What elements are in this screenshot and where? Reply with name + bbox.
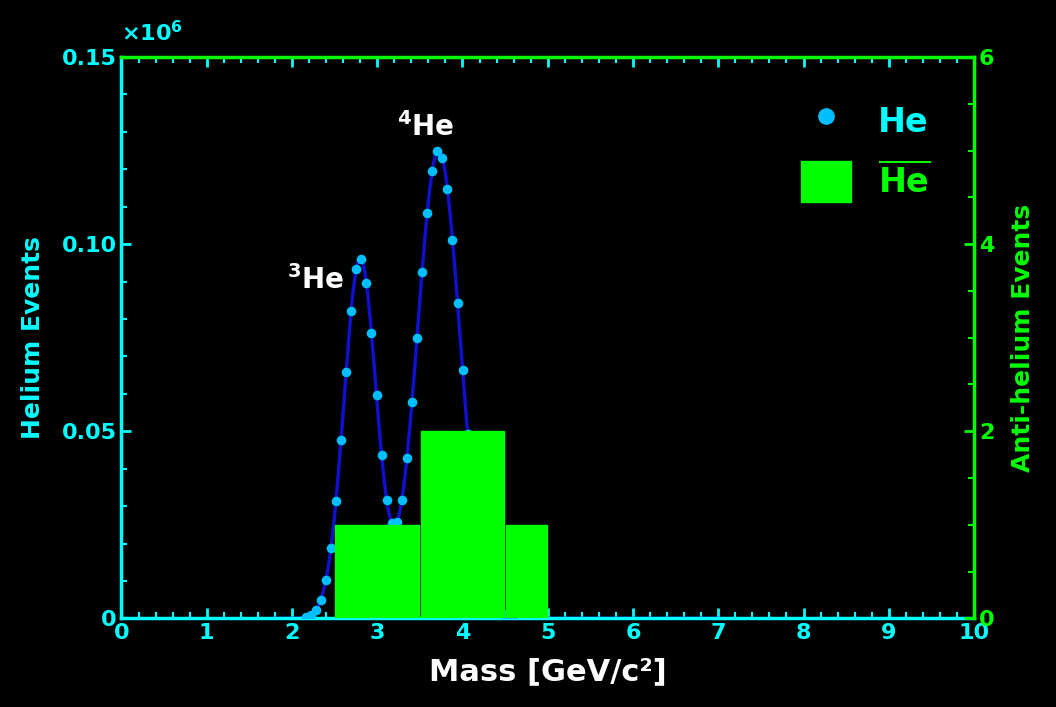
Point [429,146,446,157]
Y-axis label: Helium Events: Helium Events [21,236,44,439]
Point [485,595,502,606]
Point [444,234,460,245]
Point [347,264,364,275]
Point [327,495,344,506]
Point [373,450,390,461]
Y-axis label: Anti-helium Events: Anti-helium Events [1012,204,1035,472]
Point [394,494,411,506]
Point [297,612,314,623]
Point [479,580,496,592]
Bar [420,431,461,619]
Point [439,183,456,194]
Point [358,277,375,288]
Point [363,327,380,339]
Point [369,390,385,401]
Point [343,305,360,316]
Point [423,165,440,177]
Point [409,332,426,344]
Point [353,254,370,265]
Bar [378,525,419,619]
Point [419,208,436,219]
Bar [464,431,505,619]
Point [302,609,319,621]
Point [383,517,400,528]
Point [469,527,486,538]
Point [454,365,471,376]
X-axis label: Mass [GeV/c²]: Mass [GeV/c²] [429,658,666,686]
Point [307,604,324,616]
Point [389,517,406,528]
Bar [335,525,377,619]
Point [434,152,451,163]
Point [338,366,355,378]
Point [505,612,522,623]
Point [449,298,466,309]
Point [494,608,511,619]
Bar [506,525,547,619]
Point [403,397,420,408]
Point [474,559,491,570]
Point [465,483,482,494]
Point [459,428,476,439]
Point [313,594,329,605]
Point [333,434,350,445]
Point [378,494,395,506]
Point [490,603,507,614]
Point [318,575,335,586]
Text: $^4$He: $^4$He [397,112,454,141]
Point [322,543,339,554]
Point [499,610,516,621]
Text: $^3$He: $^3$He [287,265,344,295]
Point [414,266,431,277]
Text: $\times 10^6$: $\times 10^6$ [121,21,184,46]
Legend: He, $\overline{\rm He}$: He, $\overline{\rm He}$ [775,74,958,228]
Point [398,452,415,464]
